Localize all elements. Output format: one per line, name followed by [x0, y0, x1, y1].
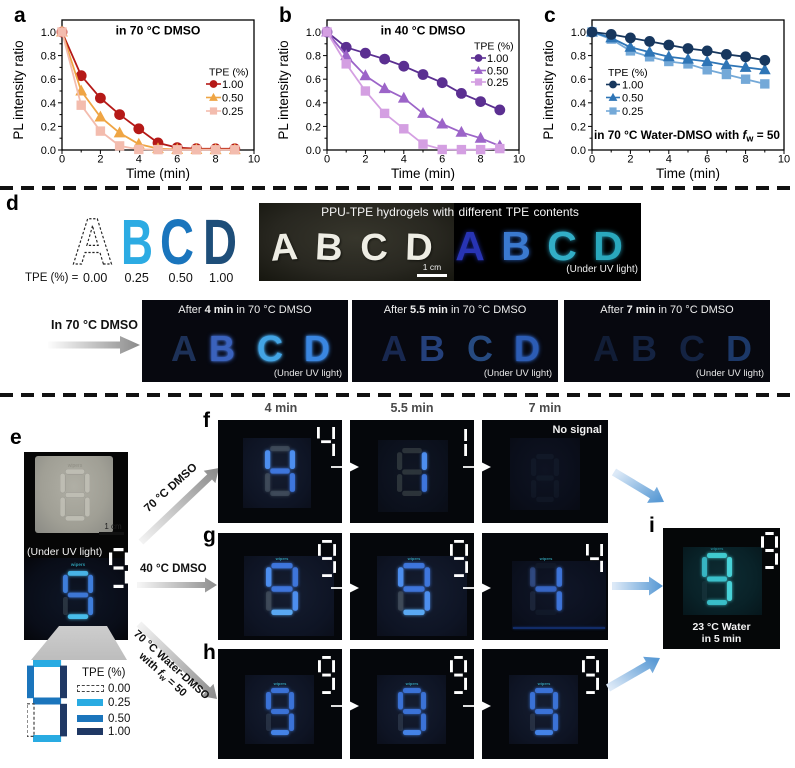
- svg-text:8: 8: [743, 154, 749, 166]
- svg-text:0.6: 0.6: [41, 74, 56, 86]
- svg-text:in 40 °C DMSO: in 40 °C DMSO: [381, 24, 466, 38]
- svg-text:6: 6: [174, 154, 180, 166]
- svg-text:D: D: [203, 210, 237, 270]
- svg-text:b: b: [279, 4, 292, 27]
- svg-text:PL intensity ratio: PL intensity ratio: [11, 40, 26, 139]
- svg-text:0.25: 0.25: [487, 77, 508, 89]
- svg-text:0.0: 0.0: [306, 145, 321, 157]
- svg-text:1.0: 1.0: [306, 27, 321, 39]
- svg-text:0.2: 0.2: [306, 121, 321, 133]
- svg-text:0.6: 0.6: [571, 74, 586, 86]
- svg-text:2: 2: [627, 154, 633, 166]
- svg-text:10: 10: [513, 154, 525, 166]
- svg-text:in 70 °C DMSO: in 70 °C DMSO: [116, 24, 201, 38]
- svg-text:0.50: 0.50: [622, 92, 643, 104]
- svg-text:Time (min): Time (min): [656, 166, 720, 181]
- svg-text:0.2: 0.2: [571, 121, 586, 133]
- svg-text:0.4: 0.4: [571, 98, 586, 110]
- svg-text:2: 2: [97, 154, 103, 166]
- svg-text:10: 10: [248, 154, 260, 166]
- svg-text:Time (min): Time (min): [391, 166, 455, 181]
- svg-text:0.6: 0.6: [306, 74, 321, 86]
- svg-text:C: C: [160, 210, 194, 270]
- svg-text:1.0: 1.0: [41, 27, 56, 39]
- svg-text:0.2: 0.2: [41, 121, 56, 133]
- svg-text:TPE (%): TPE (%): [474, 41, 514, 53]
- svg-text:0.8: 0.8: [306, 51, 321, 63]
- svg-text:0.25: 0.25: [622, 106, 643, 118]
- svg-text:TPE (%): TPE (%): [608, 67, 648, 79]
- svg-text:Time (min): Time (min): [126, 166, 190, 181]
- svg-text:0.50: 0.50: [487, 65, 508, 77]
- svg-text:10: 10: [778, 154, 790, 166]
- svg-text:0: 0: [324, 154, 330, 166]
- svg-text:8: 8: [213, 154, 219, 166]
- svg-text:2: 2: [362, 154, 368, 166]
- svg-text:TPE (%): TPE (%): [209, 67, 249, 79]
- svg-text:0: 0: [589, 154, 595, 166]
- svg-text:0.25: 0.25: [222, 106, 243, 118]
- svg-text:4: 4: [401, 154, 407, 166]
- svg-text:PL intensity ratio: PL intensity ratio: [276, 40, 291, 139]
- svg-text:6: 6: [439, 154, 445, 166]
- svg-text:PL intensity ratio: PL intensity ratio: [541, 40, 556, 139]
- svg-text:c: c: [544, 4, 556, 27]
- svg-text:1.00: 1.00: [222, 79, 243, 91]
- svg-text:8: 8: [478, 154, 484, 166]
- svg-text:4: 4: [666, 154, 672, 166]
- svg-text:0: 0: [59, 154, 65, 166]
- svg-text:0.50: 0.50: [222, 92, 243, 104]
- svg-text:0.0: 0.0: [571, 145, 586, 157]
- svg-text:0.8: 0.8: [41, 51, 56, 63]
- svg-text:1.00: 1.00: [622, 79, 643, 91]
- svg-text:0.4: 0.4: [41, 98, 56, 110]
- svg-text:6: 6: [704, 154, 710, 166]
- svg-text:0.4: 0.4: [306, 98, 321, 110]
- svg-text:4: 4: [136, 154, 142, 166]
- svg-text:A: A: [72, 210, 113, 270]
- svg-text:in 70 °C Water-DMSO with fw =: in 70 °C Water-DMSO with fw = 50: [594, 128, 780, 144]
- svg-text:1.00: 1.00: [487, 53, 508, 65]
- svg-text:0.0: 0.0: [41, 145, 56, 157]
- svg-text:1.0: 1.0: [571, 27, 586, 39]
- svg-text:a: a: [14, 4, 26, 27]
- svg-text:0.8: 0.8: [571, 51, 586, 63]
- svg-text:B: B: [121, 210, 153, 270]
